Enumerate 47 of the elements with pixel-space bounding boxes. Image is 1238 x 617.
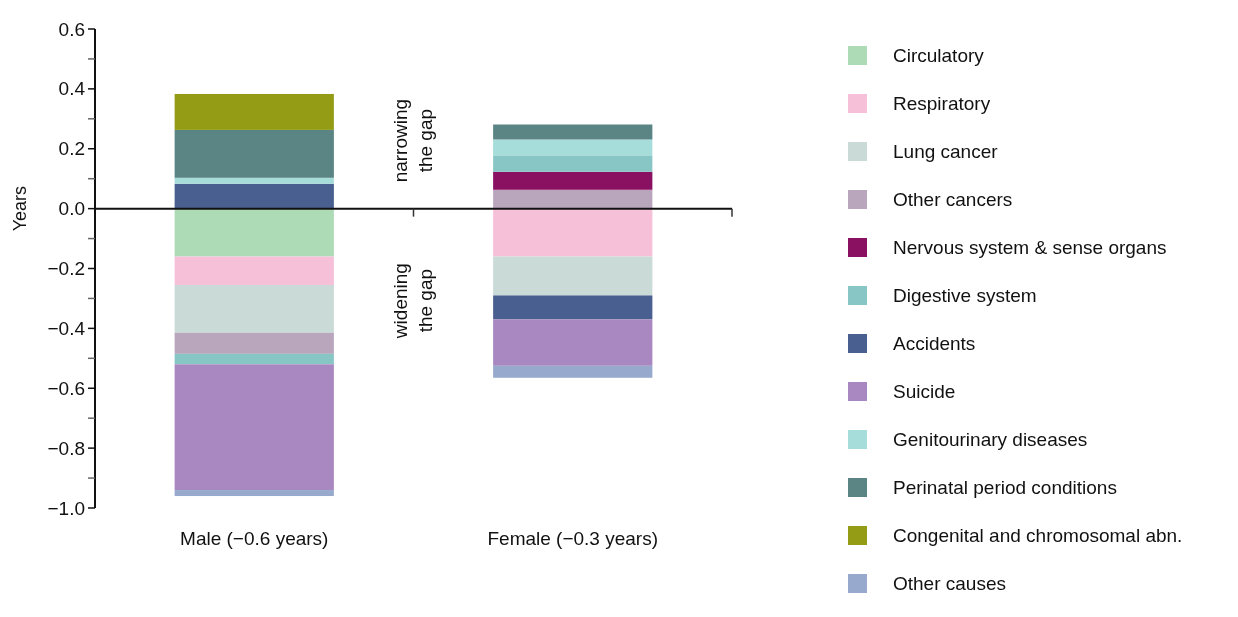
- bar: [493, 171, 653, 190]
- bar: [174, 284, 334, 333]
- bar: [493, 155, 653, 172]
- y-tick-label: 0.0: [58, 198, 85, 220]
- legend-label: Respiratory: [893, 92, 991, 114]
- bar: [174, 332, 334, 354]
- legend-label: Digestive system: [893, 284, 1037, 306]
- y-tick-label: 0.4: [58, 78, 86, 100]
- bar: [493, 295, 653, 320]
- legend-label: Genitourinary diseases: [893, 428, 1088, 450]
- y-tick-label: −0.2: [47, 258, 85, 279]
- legend-label: Circulatory: [893, 44, 985, 66]
- y-tick-label: −0.4: [47, 317, 86, 339]
- bar: [493, 319, 653, 366]
- bar: [493, 189, 653, 209]
- bar: [174, 208, 334, 257]
- bar: [174, 353, 334, 365]
- y-axis-title: Years: [10, 185, 30, 232]
- y-tick-label: 0.6: [58, 18, 85, 40]
- bar: [174, 490, 334, 497]
- legend-label: Perinatal period conditions: [893, 476, 1117, 498]
- legend-label: Nervous system & sense organs: [893, 236, 1167, 258]
- x-tick-label: Male (−0.6 years): [180, 527, 329, 549]
- x-tick-label: Female (−0.3 years): [487, 527, 659, 549]
- bar: [174, 256, 334, 285]
- legend-label: Accidents: [893, 332, 976, 354]
- y-tick-label: −0.6: [47, 377, 85, 399]
- legend-label: Suicide: [893, 380, 956, 402]
- bar: [174, 93, 334, 130]
- legend-label: Other cancers: [893, 188, 1013, 210]
- y-tick-label: 0.2: [58, 138, 85, 160]
- bar: [493, 256, 653, 296]
- bar: [493, 365, 653, 378]
- annotation: narrowing the gap: [390, 98, 436, 183]
- y-tick-label: −0.8: [47, 437, 85, 459]
- bar: [174, 183, 334, 209]
- legend-label: Other causes: [893, 572, 1006, 594]
- bar: [174, 129, 334, 178]
- bar: [493, 208, 653, 257]
- y-tick-label: −1.0: [47, 497, 85, 519]
- annotation: widening the gap: [390, 263, 436, 340]
- bar: [174, 364, 334, 491]
- bar: [493, 124, 653, 140]
- bar: [493, 139, 653, 156]
- legend-label: Lung cancer: [893, 140, 999, 162]
- legend-label: Congenital and chromosomal abn.: [893, 524, 1183, 546]
- bar: [174, 177, 334, 184]
